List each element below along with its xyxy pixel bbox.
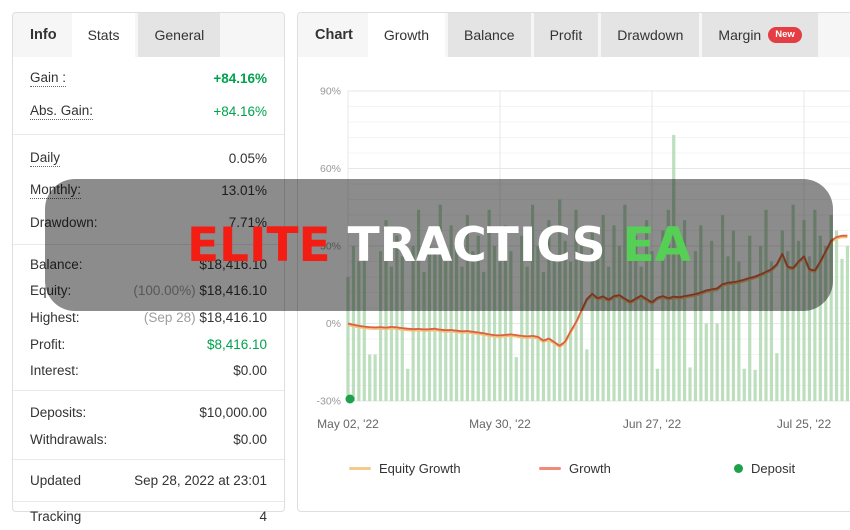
divider [13, 134, 284, 135]
growth-chart: 90% 60% 30% 0% -30% May 02, '22 May 30, '22 Jun… [298, 61, 850, 441]
stats-group: Gain : +84.16% Abs. Gain: +84.16% [13, 57, 284, 128]
stat-value-prefix: (100.00%) [133, 283, 200, 299]
stat-label: Updated [30, 473, 82, 489]
stat-value: $0.00 [233, 363, 267, 379]
tab-profit[interactable]: Profit [533, 13, 599, 57]
chart-legend: Equity Growth Growth Deposit [298, 461, 850, 487]
stat-label[interactable]: Abs. Gain: [30, 103, 94, 120]
svg-text:-30%: -30% [316, 396, 341, 408]
stat-label: Withdrawals: [30, 431, 108, 447]
row-profit: Profit: $8,416.10 [13, 331, 284, 358]
stat-label: Tracking [30, 509, 82, 525]
row-tracking: Tracking 4 [13, 504, 284, 530]
stat-label: Balance: [30, 256, 83, 272]
svg-text:30%: 30% [320, 241, 341, 253]
chart-panel: Chart Growth Balance Profit Drawdown Margin N… [297, 12, 850, 512]
stat-label: Drawdown: [30, 214, 98, 230]
chart-tabstrip: Chart Growth Balance Profit Drawdown Margin N… [298, 13, 850, 57]
watermark-text-tractics: TRACTICS [347, 217, 606, 273]
tab-info[interactable]: Info [30, 27, 57, 43]
divider [13, 389, 284, 391]
row-daily: Daily 0.05% [13, 142, 284, 174]
tab-stats[interactable]: Stats [71, 13, 136, 57]
svg-text:90%: 90% [320, 86, 341, 98]
stats-panel: Info Stats General Gain : +84.16% Abs. Gain… [12, 12, 285, 524]
legend-line-swatch [539, 467, 561, 470]
legend-dot-swatch [734, 464, 743, 473]
watermark-text-ea: EA [622, 217, 692, 273]
row-deposits: Deposits: $10,000.00 [13, 399, 284, 426]
stat-label: Deposits: [30, 404, 87, 420]
stat-label[interactable]: Daily [30, 149, 61, 167]
tab-chart[interactable]: Chart [315, 27, 353, 43]
watermark-text-elite: ELITE [186, 217, 331, 273]
stat-value: $18,416.10 [199, 256, 267, 272]
stat-label: Interest: [30, 363, 79, 379]
stat-value: (100.00%) $18,416.10 [133, 283, 267, 299]
tab-general[interactable]: General [138, 13, 221, 57]
svg-text:60%: 60% [320, 163, 341, 175]
row-absgain: Abs. Gain: +84.16% [13, 95, 284, 128]
tab-margin[interactable]: Margin New [702, 13, 818, 57]
stat-value: +84.16% [213, 71, 267, 86]
stats-tabstrip: Info Stats General [13, 13, 284, 57]
svg-text:Jul 25, '22: Jul 25, '22 [777, 417, 832, 431]
stat-value-prefix: (Sep 28) [143, 309, 200, 325]
stat-label: Highest: [30, 309, 80, 325]
row-balance: Balance: $18,416.10 [13, 251, 284, 278]
tab-drawdown[interactable]: Drawdown [601, 13, 700, 57]
stat-label[interactable]: Gain : [30, 70, 67, 87]
tab-balance[interactable]: Balance [448, 13, 531, 57]
stat-value: (Sep 28) $18,416.10 [143, 309, 267, 325]
row-interest: Interest: $0.00 [13, 357, 284, 384]
svg-text:0%: 0% [326, 318, 341, 330]
stats-group: Tracking 4 [13, 502, 284, 530]
watermark-overlay: ELITE TRACTICS EA [45, 179, 833, 311]
stat-value: $8,416.10 [206, 336, 267, 352]
stats-group: Balance: $18,416.10 Equity: (100.00%) $18,4… [13, 245, 284, 384]
tab-growth[interactable]: Growth [367, 13, 445, 57]
stats-group: Deposits: $10,000.00 Withdrawals: $0.00 [13, 391, 284, 453]
stat-value: 4 [259, 509, 267, 525]
row-equity: Equity: (100.00%) $18,416.10 [13, 278, 284, 305]
stats-rows: Gain : +84.16% Abs. Gain: +84.16% Daily 0.05%… [13, 57, 284, 530]
growth-chart-svg: 90% 60% 30% 0% -30% May 02, '22 May 30, '22 Jun… [316, 86, 850, 431]
row-drawdown: Drawdown: 7.71% [13, 206, 284, 238]
divider [13, 244, 284, 245]
row-withdrawals: Withdrawals: $0.00 [13, 426, 284, 453]
row-updated: Updated Sep 28, 2022 at 23:01 [13, 467, 284, 495]
stat-value: $0.00 [233, 431, 267, 447]
legend-item-deposit[interactable]: Deposit [734, 461, 795, 476]
divider [13, 458, 284, 460]
new-badge: New [768, 27, 802, 43]
legend-line-swatch [349, 467, 371, 470]
svg-text:May 02, '22: May 02, '22 [317, 417, 379, 431]
row-highest: Highest: (Sep 28) $18,416.10 [13, 304, 284, 331]
stat-label: Equity: [30, 283, 72, 299]
svg-text:May 30, '22: May 30, '22 [469, 417, 531, 431]
stats-group: Updated Sep 28, 2022 at 23:01 [13, 460, 284, 495]
legend-item-growth[interactable]: Growth [539, 461, 611, 476]
legend-label: Equity Growth [379, 461, 461, 476]
legend-label: Growth [569, 461, 611, 476]
stat-label[interactable]: Monthly: [30, 181, 82, 199]
legend-item-equity-growth[interactable]: Equity Growth [349, 461, 461, 476]
row-gain: Gain : +84.16% [13, 62, 284, 95]
stat-value: 7.71% [228, 214, 267, 230]
stat-label: Profit: [30, 336, 66, 352]
row-monthly: Monthly: 13.01% [13, 174, 284, 206]
stat-value: Sep 28, 2022 at 23:01 [134, 473, 267, 489]
stats-group: Daily 0.05% Monthly: 13.01% Drawdown: 7.71% [13, 135, 284, 238]
stat-value: 13.01% [221, 182, 267, 198]
svg-text:Jun 27, '22: Jun 27, '22 [623, 417, 682, 431]
stat-value: +84.16% [213, 104, 267, 119]
stat-value: $10,000.00 [199, 404, 267, 420]
legend-label: Deposit [751, 461, 796, 476]
stat-value: 0.05% [228, 150, 267, 166]
